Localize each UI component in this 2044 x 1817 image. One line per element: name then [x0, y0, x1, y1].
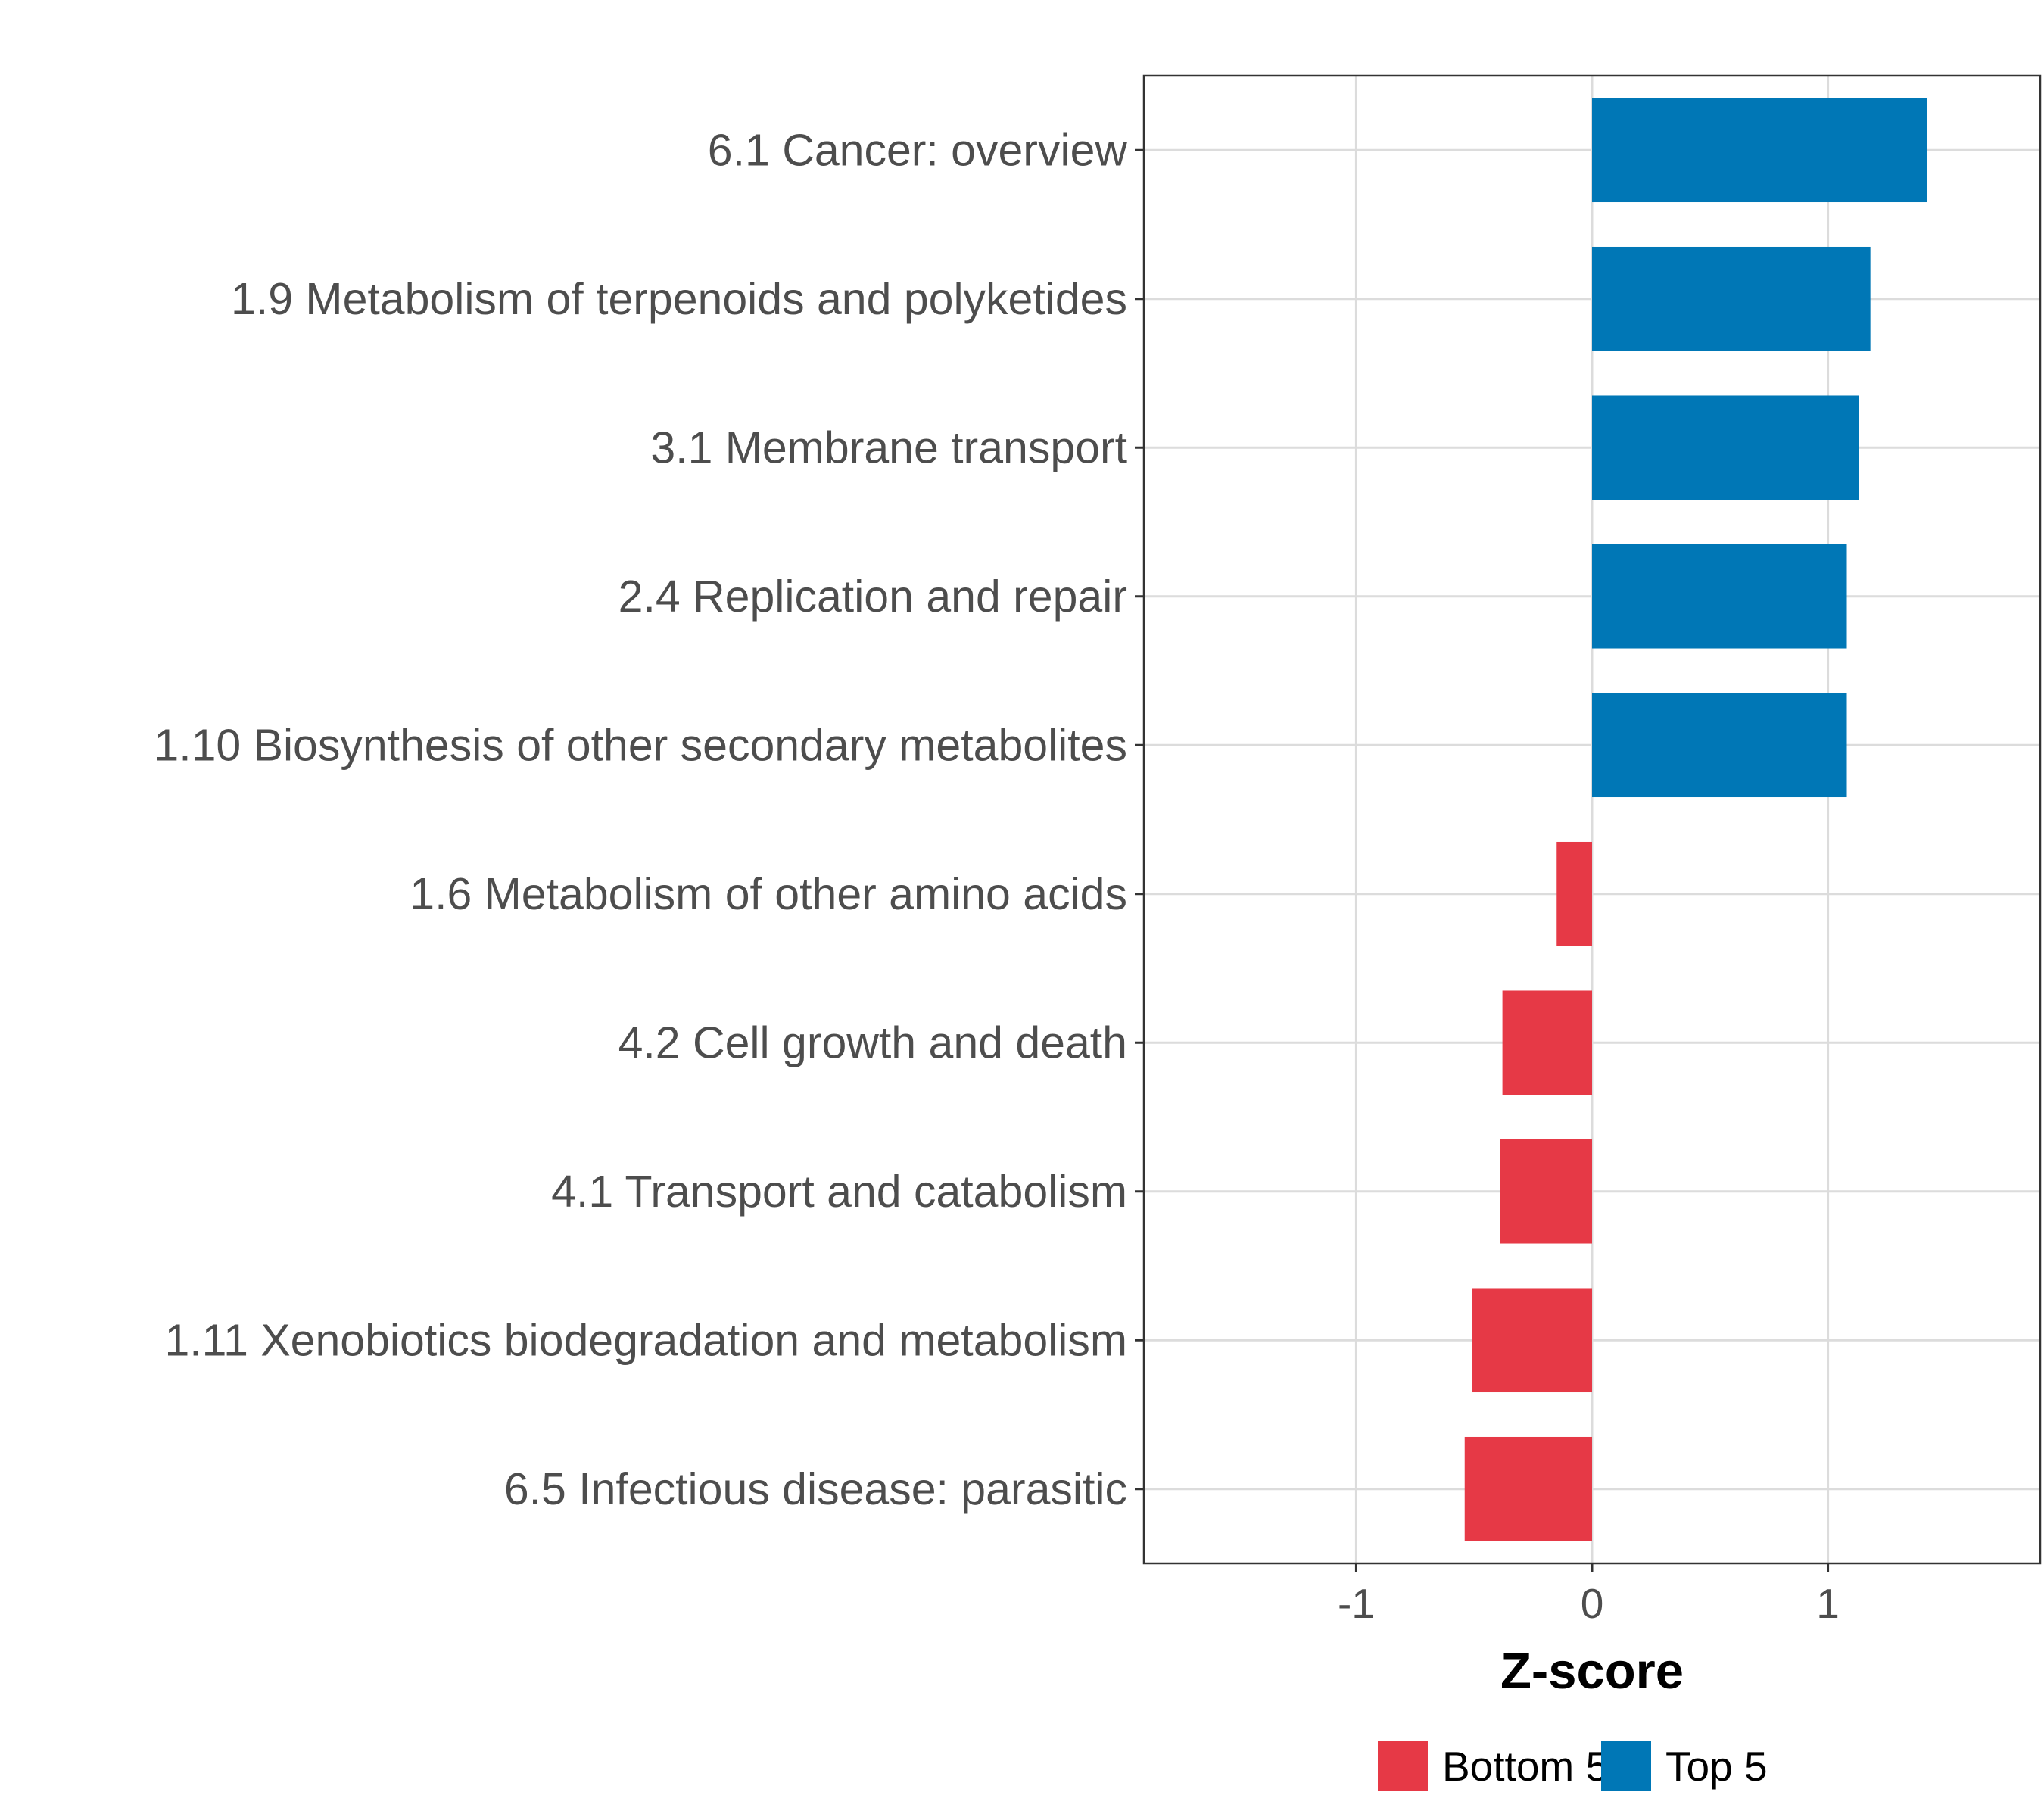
- x-axis-title: Z-score: [1500, 1643, 1684, 1700]
- bar: [1472, 1288, 1592, 1393]
- legend-swatch: [1601, 1741, 1651, 1791]
- bar: [1592, 395, 1859, 500]
- bar: [1464, 1436, 1592, 1541]
- x-axis: -1 0 1: [1338, 1563, 1840, 1627]
- bar: [1592, 544, 1847, 649]
- y-tick-label: 1.6 Metabolism of other amino acids: [410, 869, 1127, 919]
- y-tick-label: 2.4 Replication and repair: [618, 572, 1127, 622]
- y-tick-label: 1.10 Biosynthesis of other secondary met…: [154, 720, 1127, 770]
- y-tick-label: 3.1 Membrane transport: [650, 422, 1127, 472]
- y-axis: 6.1 Cancer: overview 1.9 Metabolism of te…: [154, 125, 1144, 1514]
- x-tick-label: -1: [1338, 1580, 1375, 1627]
- bar: [1556, 841, 1592, 946]
- bar: [1592, 98, 1927, 203]
- bar: [1500, 1139, 1592, 1244]
- y-tick-label: 1.9 Metabolism of terpenoids and polyket…: [231, 274, 1127, 324]
- legend-label: Bottom 5: [1442, 1743, 1609, 1790]
- y-tick-label: 4.1 Transport and catabolism: [551, 1167, 1127, 1217]
- legend: Bottom 5 Top 5: [1378, 1741, 1768, 1791]
- legend-swatch: [1378, 1741, 1428, 1791]
- y-tick-label: 6.5 Infectious disease: parasitic: [504, 1464, 1127, 1514]
- bar: [1592, 246, 1871, 351]
- y-tick-label: 1.11 Xenobiotics biodegradation and meta…: [164, 1315, 1127, 1365]
- bars: [1464, 98, 1927, 1541]
- x-tick-label: 1: [1816, 1580, 1840, 1627]
- bar: [1592, 693, 1847, 798]
- legend-label: Top 5: [1665, 1743, 1768, 1790]
- y-tick-label: 4.2 Cell growth and death: [618, 1018, 1127, 1067]
- bar: [1502, 990, 1592, 1095]
- y-tick-label: 6.1 Cancer: overview: [708, 125, 1128, 175]
- x-tick-label: 0: [1581, 1580, 1604, 1627]
